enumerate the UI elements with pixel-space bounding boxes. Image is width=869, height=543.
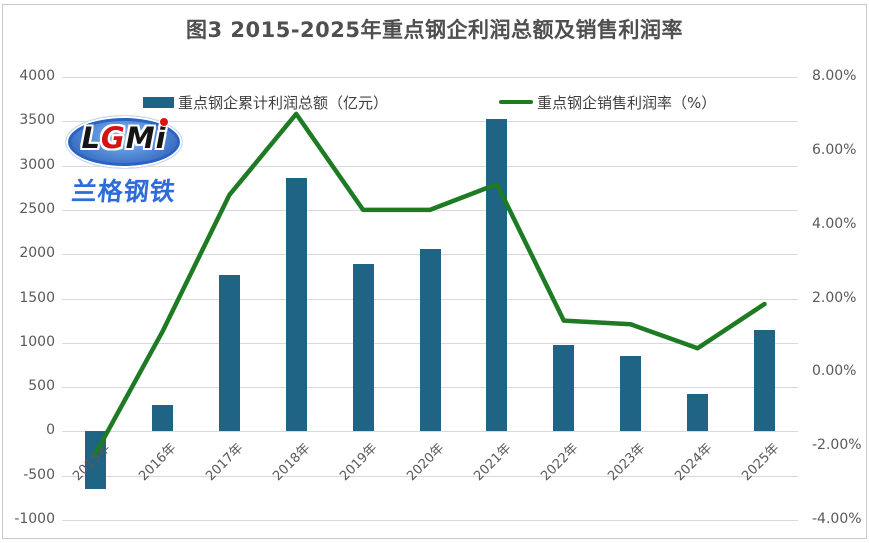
lgmi-logo-caption: 兰格钢铁 — [70, 177, 178, 206]
right-axis-tick-label: 0.00% — [812, 363, 857, 380]
profit-bar-2016年 — [151, 404, 173, 432]
gridline — [62, 475, 798, 477]
left-axis-tick-label: 1500 — [19, 289, 55, 306]
left-axis-tick-label: 4000 — [19, 68, 55, 84]
right-axis-tick-label: -2.00% — [812, 437, 862, 454]
left-axis-tick-label: 3000 — [19, 156, 55, 173]
gridline — [62, 431, 798, 433]
lgmi-logo-text: LGMi — [81, 121, 167, 155]
legend-line-label: 重点钢企销售利润率（%） — [537, 94, 717, 112]
profit-bar-2025年 — [754, 330, 775, 432]
left-axis-tick-label: 0 — [46, 422, 55, 439]
profit-bar-2019年 — [352, 263, 374, 432]
left-axis-tick-label: 1000 — [19, 333, 55, 350]
gridline — [62, 121, 798, 123]
lgmi-logo-dot — [160, 118, 168, 126]
gridline — [62, 165, 798, 167]
left-axis-tick-label: 2500 — [19, 200, 55, 217]
profit-bar-2020年 — [419, 248, 441, 432]
left-axis-tick-label: -500 — [23, 466, 55, 483]
legend-bar-swatch — [143, 97, 174, 108]
left-axis-tick-label: -1000 — [14, 511, 55, 527]
left-axis-tick-label: 2000 — [19, 245, 55, 262]
gridline — [62, 520, 798, 521]
lgmi-logo-ellipse: LGMi — [66, 116, 182, 168]
right-axis-tick-label: 6.00% — [812, 141, 857, 158]
profit-bar-2023年 — [620, 356, 642, 432]
profit-bar-2018年 — [285, 178, 307, 432]
legend-bar-label: 重点钢企累计利润总额（亿元） — [178, 94, 389, 112]
lgmi-logo: LGMi 兰格钢铁 — [60, 116, 188, 208]
right-axis-tick-label: -4.00% — [812, 511, 862, 527]
legend-line-swatch — [499, 100, 533, 104]
right-axis-tick-label: 8.00% — [812, 68, 857, 84]
left-axis-tick-label: 3500 — [19, 112, 55, 129]
left-axis-tick-label: 500 — [28, 378, 55, 395]
gridline — [62, 77, 798, 78]
right-axis-tick-label: 2.00% — [812, 289, 857, 306]
right-axis-tick-label: 4.00% — [812, 215, 857, 232]
profit-bar-2017年 — [218, 274, 240, 432]
chart-title: 图3 2015-2025年重点钢企利润总额及销售利润率 — [185, 18, 684, 42]
profit-bar-2024年 — [687, 393, 709, 432]
profit-bar-2022年 — [553, 345, 575, 432]
